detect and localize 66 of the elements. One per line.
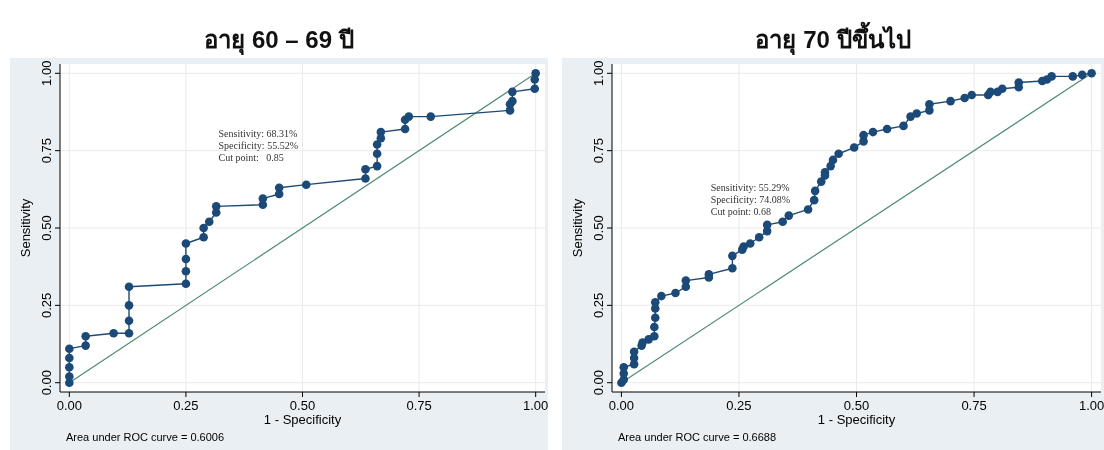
point [211,202,221,211]
annotation: Sensitivity: 55.29% [710,181,790,193]
x-tick-label: 0.25 [173,398,199,413]
point [181,239,191,248]
point [372,161,382,171]
point [181,279,191,288]
x-tick-label: 0.00 [56,398,82,413]
x-tick-label: 0.00 [608,398,635,413]
annotation: Cut point: 0.68 [710,205,772,217]
x-tick-label: 1.00 [1078,398,1104,413]
y-tick-label: 0.00 [591,370,606,396]
x-tick-label: 0.75 [961,398,987,413]
chart-title: อายุ 60 – 69 ปี [204,26,354,56]
point [124,328,134,338]
point [81,332,90,341]
point [199,223,208,233]
point [124,301,134,310]
y-tick-label: 0.50 [591,215,606,241]
text: Area under ROC curve = 0.6006 [66,431,225,443]
point [426,112,436,121]
point [81,341,90,350]
point [65,353,74,363]
annotation: Specificity: 74.08% [710,193,791,205]
point [199,232,208,242]
y-tick-label: 1.00 [591,60,606,86]
y-tick-label: 0.75 [39,137,54,164]
point [361,174,370,183]
y-tick-label: 0.00 [39,370,54,396]
point [124,316,134,326]
annotation: Specificity: 55.52% [218,139,298,151]
point [530,84,540,94]
point [531,68,540,78]
point [361,164,370,174]
x-axis-title: 1 - Specificity [263,412,342,427]
x-tick-label: 0.25 [726,398,752,413]
annotation: Cut point: 0.85 [218,151,284,163]
point [109,328,118,338]
point [181,254,191,264]
x-tick-label: 0.50 [843,398,870,413]
point [372,140,382,149]
point [404,112,414,121]
point [65,344,74,353]
y-tick-label: 1.00 [39,60,54,86]
y-axis-title: Sensitivity [18,198,33,258]
point [400,124,410,134]
y-axis-title: Sensitivity [570,198,585,258]
point [508,87,517,97]
annotation: Sensitivity: 68.31% [218,127,298,139]
point [65,362,74,372]
x-tick-label: 0.75 [406,398,432,413]
y-tick-label: 0.25 [39,292,54,319]
y-tick-label: 0.75 [591,137,606,164]
y-tick-label: 0.25 [591,292,606,319]
point [181,267,191,276]
x-tick-label: 1.00 [523,398,549,413]
x-tick-label: 0.50 [289,398,316,413]
y-tick-label: 0.50 [39,215,54,241]
point [204,217,214,227]
point [258,194,268,203]
text: Area under ROC curve = 0.6688 [618,431,777,443]
point [372,149,382,159]
point [301,180,311,189]
x-axis-title: 1 - Specificity [817,412,896,427]
point [124,282,134,292]
chart-title: อายุ 70 ปีขึ้นไป [755,21,911,56]
point [65,372,74,381]
